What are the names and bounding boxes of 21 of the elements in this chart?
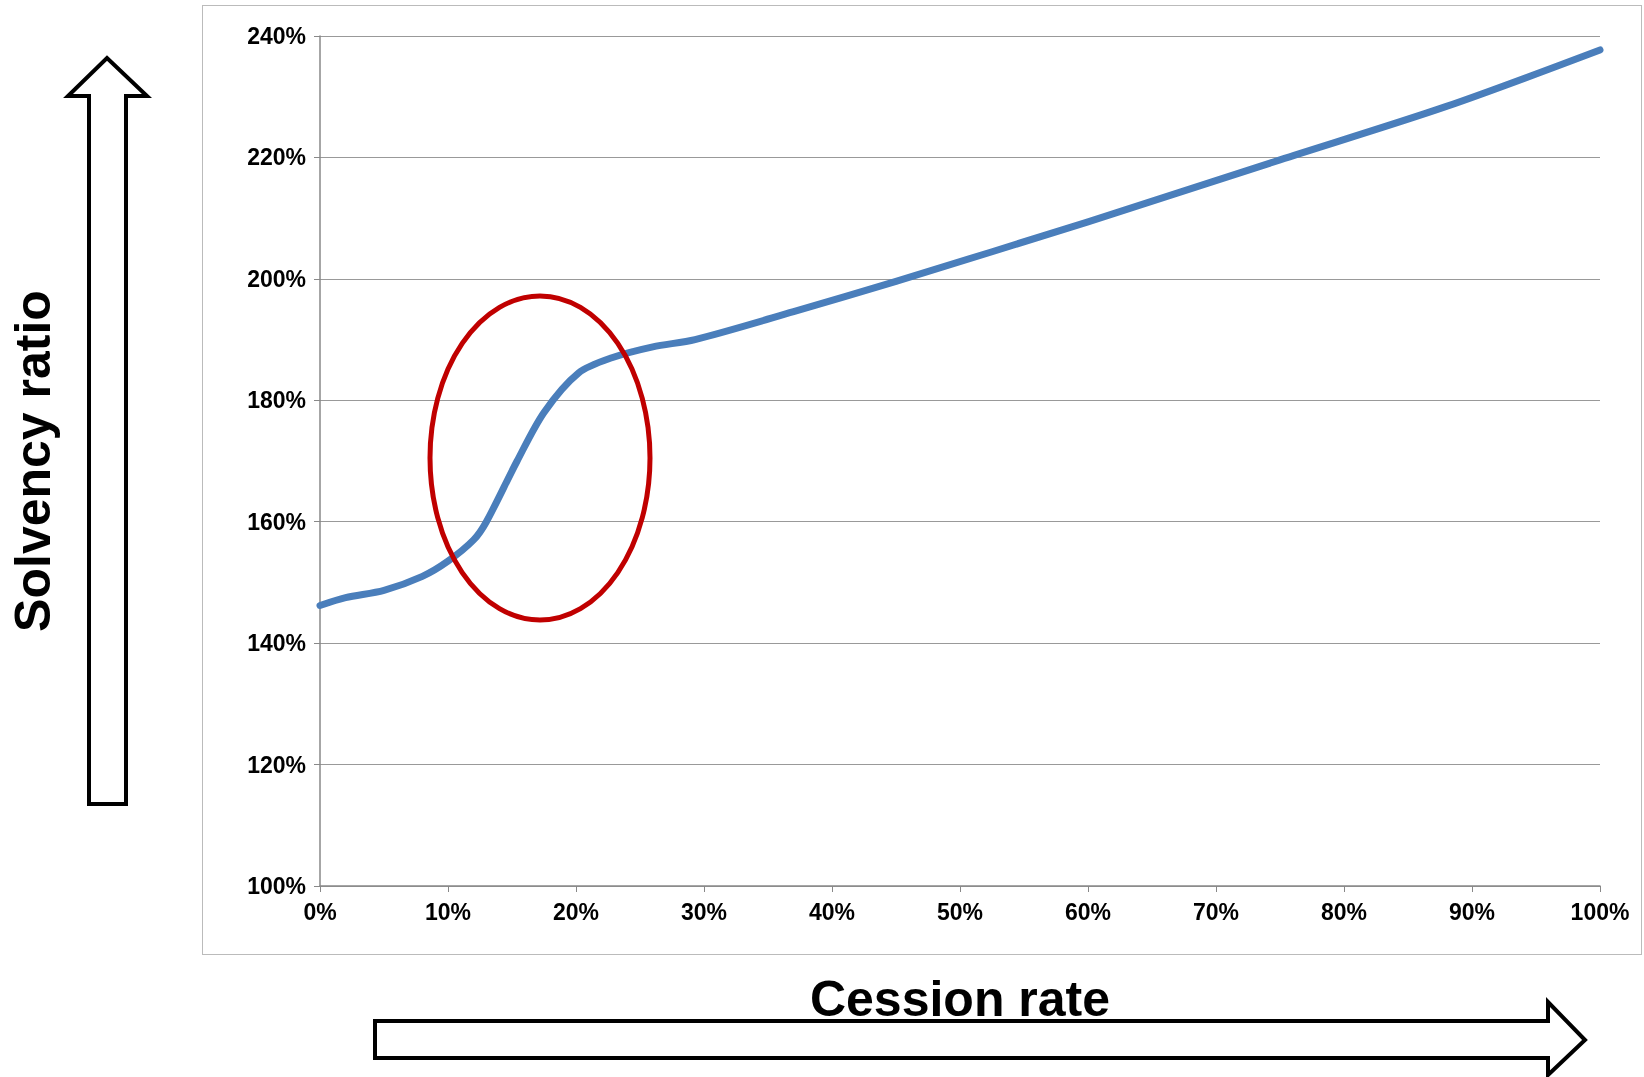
x-tick-label: 0% [303,898,337,925]
y-tick-label: 180% [247,387,306,414]
x-tick-label: 10% [424,898,472,925]
y-tick-label: 220% [247,144,306,171]
y-tick-label: 160% [247,508,306,535]
x-tick-label: 70% [1192,898,1240,925]
x-tick-label: 50% [936,898,984,925]
x-tick-label: 90% [1448,898,1496,925]
x-tick-label: 100% [1570,898,1630,925]
y-tick-label: 240% [247,23,306,49]
y-tick-label: 200% [247,265,306,292]
x-axis-title: Cession rate [809,971,1111,1027]
x-tick-label: 30% [680,898,728,925]
x-tick-label: 80% [1320,898,1368,925]
x-tick-label: 40% [808,898,856,925]
y-tick-label: 120% [247,751,306,778]
y-tick-label: 100% [247,873,306,899]
y-axis-title: Solvency ratio [5,290,61,632]
x-tick-label: 20% [552,898,600,925]
x-tick-label: 60% [1064,898,1112,925]
y-tick-label: 140% [247,630,306,657]
